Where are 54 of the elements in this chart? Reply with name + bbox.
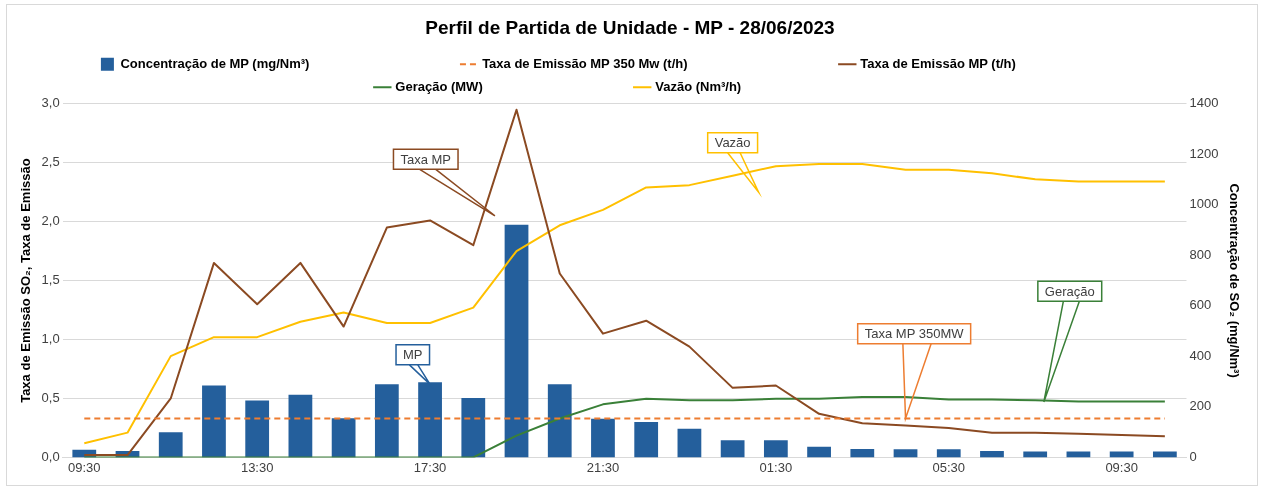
x-tick-label: 09:30: [68, 459, 101, 475]
legend-label: Geração (MW): [395, 78, 626, 94]
x-tick-label: 17:30: [413, 459, 447, 475]
y2-tick-label: 600: [1189, 297, 1212, 313]
bar: [547, 384, 572, 458]
y2-tick-label: 800: [1189, 246, 1212, 262]
bar: [288, 394, 313, 458]
x-tick-label: 09:30: [1105, 459, 1138, 475]
y2-tick-label: 200: [1189, 398, 1212, 414]
legend-label: Taxa de Emissão MP 350 Mw (t/h): [482, 55, 831, 71]
bar: [936, 449, 961, 458]
x-tick-label: 13:30: [240, 459, 274, 475]
bar: [461, 398, 486, 458]
annotation: MP: [403, 347, 423, 363]
bar: [202, 385, 226, 458]
y-tick-label: 3,0: [41, 95, 60, 111]
x-tick-label: 05:30: [932, 459, 966, 475]
x-tick-label: 21:30: [586, 459, 620, 475]
annotation: Vazão: [714, 135, 751, 151]
y2-tick-label: 1400: [1189, 95, 1219, 111]
bar: [591, 418, 615, 458]
annotation: Geração: [1044, 283, 1095, 299]
bar: [245, 400, 270, 458]
y-tick-label: 2,5: [41, 154, 60, 170]
bar: [720, 440, 745, 458]
bar: [980, 451, 1004, 458]
y2-axis-title: Concentração de SO₂ (mg/Nm³): [1226, 183, 1242, 378]
legend-label: Taxa de Emissão MP (t/h): [860, 55, 1159, 71]
y-tick-label: 1,0: [41, 331, 60, 347]
annotation: Taxa MP: [400, 151, 452, 167]
bar: [763, 440, 788, 458]
annotation: Taxa MP 350MW: [864, 326, 965, 342]
legend-label: Vazão (Nm³/h): [655, 78, 885, 94]
y2-tick-label: 1000: [1189, 196, 1219, 212]
y-tick-label: 0,5: [41, 390, 60, 406]
bar: [158, 432, 183, 458]
y-axis-title: Taxa de Emissão SO₂, Taxa de Emissão: [18, 158, 34, 403]
bar: [634, 422, 659, 458]
bar: [850, 449, 875, 458]
bar: [374, 384, 399, 458]
bar: [807, 446, 831, 458]
y2-tick-label: 1200: [1189, 145, 1219, 161]
y2-tick-label: 400: [1189, 347, 1212, 363]
chart-title: Perfil de Partida de Unidade - MP - 28/06/2023: [425, 16, 835, 38]
bar: [331, 418, 356, 458]
legend-label: Concentração de MP (mg/Nm³): [120, 55, 453, 71]
y-tick-label: 2,0: [41, 213, 60, 229]
bar: [893, 449, 918, 458]
y-tick-label: 0,0: [41, 448, 60, 464]
bar: [677, 428, 702, 458]
bar: [504, 224, 529, 458]
y2-tick-label: 0: [1189, 448, 1197, 464]
x-tick-label: 01:30: [759, 459, 793, 475]
y-tick-label: 1,5: [41, 272, 60, 288]
